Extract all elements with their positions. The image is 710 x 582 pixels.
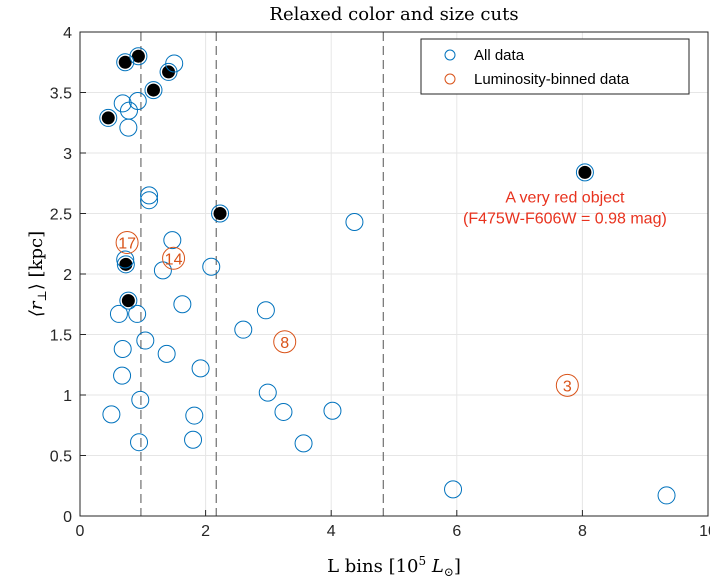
all-data-point [102, 405, 121, 424]
binned-point-label: 14 [165, 251, 183, 268]
highlighted-point-dot [578, 165, 592, 179]
all-data-point [116, 250, 135, 269]
y-axis-label-pre: ⟨r [26, 300, 47, 317]
all-data-point [234, 320, 253, 339]
binned-point [273, 330, 297, 354]
x-axis-label-symbol: L [431, 556, 444, 577]
y-tick-label: 1 [63, 388, 72, 405]
all-data-point [185, 406, 204, 425]
x-axis-label-sub: ⊙ [444, 565, 454, 579]
y-tick-label: 1.5 [50, 328, 72, 345]
x-tick-label: 4 [327, 523, 336, 540]
all-data-point [131, 390, 150, 409]
all-data-point [113, 340, 132, 359]
all-data-point [211, 204, 230, 223]
all-data-point [345, 212, 364, 231]
chart-title: Relaxed color and size cuts [269, 4, 518, 25]
x-axis-label-main: L bins [10 [327, 556, 418, 577]
binned-point [555, 373, 579, 397]
all-data-point [136, 331, 155, 350]
y-tick-label: 4 [63, 25, 72, 42]
y-axis-label: ⟨r⊥⟩ [kpc] [26, 231, 49, 317]
y-tick-label: 0 [63, 509, 72, 526]
all-data-point [128, 91, 147, 110]
all-data-point [109, 304, 128, 323]
highlighted-point-dot [146, 83, 160, 97]
all-data-point [657, 486, 676, 505]
x-axis-ticks: 0 2 4 6 8 10 [76, 510, 710, 540]
all-data-point [116, 255, 135, 274]
all-data-point [294, 434, 313, 453]
legend: All data Luminosity-binned data [420, 38, 690, 95]
highlighted-point-dot [119, 257, 133, 271]
x-tick-label: 2 [201, 523, 210, 540]
highlighted-point-dot [101, 111, 115, 125]
luminosity-binned-points: 17 14 8 3 [115, 231, 579, 397]
all-data-point [256, 301, 275, 320]
x-tick-label: 6 [452, 523, 461, 540]
y-tick-label: 3 [63, 146, 72, 163]
all-data-point [116, 53, 135, 72]
all-data-point [119, 291, 138, 310]
all-data-point [113, 366, 132, 385]
all-data-point [444, 480, 463, 499]
annotation-line: (F475W-F606W = 0.98 mag) [463, 211, 667, 228]
y-tick-label: 0.5 [50, 449, 72, 466]
y-tick-label: 3.5 [50, 86, 72, 103]
all-data-point [184, 430, 203, 449]
legend-label-luminosity-binned: Luminosity-binned data [474, 71, 630, 88]
x-tick-label: 10 [699, 523, 710, 540]
highlighted-point-dot [162, 65, 176, 79]
y-axis-ticks: 0 0.5 1 1.5 2 2.5 3 3.5 4 [50, 25, 86, 526]
all-data-point [113, 94, 132, 113]
all-data-point [140, 186, 159, 205]
all-data-point [173, 295, 192, 314]
highlighted-point-dot [118, 55, 132, 69]
x-tick-label: 8 [578, 523, 587, 540]
x-axis-label: L bins [105 L⊙] [327, 554, 461, 579]
y-axis-label-post: ⟩ [kpc] [26, 231, 47, 290]
highlighted-point-dot [131, 49, 145, 63]
binned-point-label: 17 [118, 236, 136, 253]
y-axis-label-sub: ⊥ [35, 290, 49, 301]
highlighted-point-dot [121, 294, 135, 308]
all-data-point [157, 344, 176, 363]
red-object-annotation: A very red object (F475W-F606W = 0.98 mag… [463, 190, 667, 228]
all-data-point [144, 81, 163, 100]
all-data-point [258, 383, 277, 402]
legend-marker-all-data [444, 49, 456, 61]
binned-point-label: 3 [563, 378, 572, 395]
x-tick-label: 0 [76, 523, 85, 540]
all-data-point [129, 47, 148, 66]
highlighted-point-dot [213, 207, 227, 220]
all-data-point [119, 118, 138, 137]
all-data-point [274, 402, 293, 421]
binned-point-label: 8 [280, 335, 289, 352]
all-data-point [191, 359, 210, 378]
all-data-point [163, 231, 182, 250]
all-data-point [99, 108, 118, 127]
grid [79, 31, 709, 517]
all-data-point [202, 257, 221, 276]
x-axis-label-exp: 5 [419, 554, 427, 568]
binned-point [162, 246, 186, 270]
legend-box [420, 38, 690, 95]
legend-label-all-data: All data [474, 47, 525, 64]
all-data-point [323, 401, 342, 420]
all-data-point [128, 304, 147, 323]
all-data-point [575, 163, 594, 182]
all-data-point [159, 62, 178, 81]
y-tick-label: 2.5 [50, 207, 72, 224]
annotation-line: A very red object [505, 190, 625, 207]
all-data-points [99, 47, 676, 505]
binned-point [115, 231, 139, 255]
all-data-point [140, 191, 159, 210]
all-data-point [119, 101, 138, 120]
legend-marker-luminosity-binned [444, 73, 456, 85]
all-data-point [130, 433, 149, 452]
y-tick-label: 2 [63, 267, 72, 284]
